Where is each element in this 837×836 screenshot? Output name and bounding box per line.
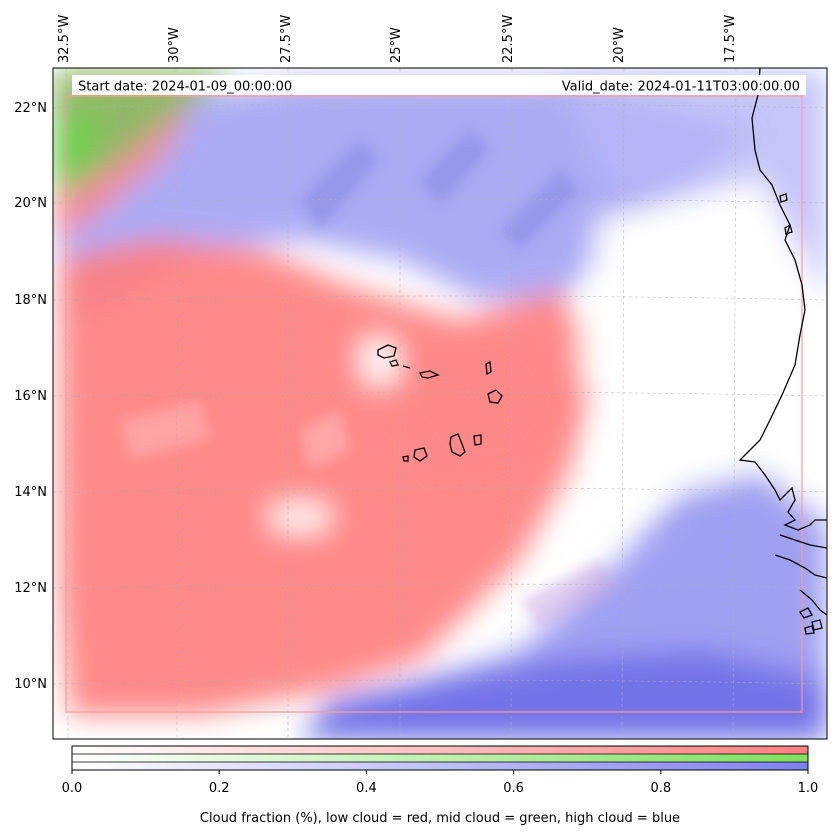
gridlines <box>53 68 827 739</box>
colorbar-label: Cloud fraction (%), low cloud = red, mid… <box>200 811 680 826</box>
high-cloud-south-core <box>300 650 827 739</box>
parallel-line-6 <box>53 583 827 589</box>
clear-sky-patch-center <box>360 340 400 385</box>
texture-streak-4 <box>120 400 210 460</box>
texture-streak-6 <box>520 560 620 630</box>
high-cloud-northwest <box>60 80 760 330</box>
colorbar-tick-label: 0.6 <box>503 781 524 796</box>
gambia-estuary <box>779 534 827 549</box>
meridian-line-1 <box>65 68 69 739</box>
colorbar-high-cloud <box>72 762 808 770</box>
longitude-labels: 32.5°W 30°W 27.5°W 25°W 22.5°W 20°W 17.5… <box>57 15 738 63</box>
colorbar-tick-label: 0.0 <box>62 781 83 796</box>
island-maio <box>473 434 482 446</box>
island-sal <box>485 360 492 376</box>
clear-sky-east <box>580 180 827 520</box>
island-fogo <box>413 447 428 462</box>
parallel-line-4 <box>53 391 827 397</box>
map-frame <box>52 67 828 740</box>
island-boa-vista <box>487 389 503 404</box>
parallel-line-2 <box>53 198 827 204</box>
parallel-line-1 <box>53 103 827 109</box>
date-info-box <box>72 75 806 95</box>
colorbar-frame <box>71 745 809 771</box>
lon-label-5: 22.5°W <box>501 15 516 63</box>
colorbar-mid-cloud <box>72 754 808 762</box>
cloud-texture <box>120 130 620 630</box>
meridian-line-6 <box>621 68 625 739</box>
lat-label-3: 18°N <box>14 293 47 308</box>
latitude-labels: 22°N 20°N 18°N 16°N 14°N 12°N 10°N <box>14 101 47 692</box>
lat-label-2: 20°N <box>14 196 47 211</box>
lat-label-4: 16°N <box>14 389 47 404</box>
lon-label-1: 32.5°W <box>57 15 72 63</box>
island-santa-luzia <box>402 365 411 369</box>
texture-streak-1 <box>300 140 380 230</box>
guinea-bissau-coast <box>774 554 827 616</box>
start-date-label: Start date: 2024-01-09_00:00:00 <box>78 80 292 95</box>
parallel-line-5 <box>53 487 827 493</box>
colorbar-tick-label: 0.2 <box>209 781 230 796</box>
lon-label-2: 30°W <box>167 27 182 63</box>
cloud-field: Start date: 2024-01-09_00:00:00 Valid_da… <box>53 68 827 739</box>
low-cloud-central <box>380 320 580 480</box>
island-brava <box>402 455 409 462</box>
colorbar-ticks: 0.0 0.2 0.4 0.6 0.8 1.0 <box>62 770 819 796</box>
meridian-line-2 <box>175 68 178 739</box>
lon-label-6: 20°W <box>612 27 627 63</box>
valid-date-label: Valid_date: 2024-01-11T03:00:00.00 <box>562 80 800 95</box>
colorbar-tick-label: 1.0 <box>798 781 819 796</box>
africa-coastline <box>738 68 827 531</box>
texture-streak-3 <box>500 170 580 250</box>
inner-domain-frame <box>65 95 803 713</box>
texture-streak-2 <box>420 130 490 205</box>
lon-label-3: 27.5°W <box>279 15 294 63</box>
island-santiago <box>449 433 466 457</box>
texture-streak-5 <box>300 410 350 470</box>
meridian-line-7 <box>732 68 737 739</box>
lon-label-4: 25°W <box>389 27 404 63</box>
colorbar-tick-label: 0.8 <box>650 781 671 796</box>
lon-label-7: 17.5°W <box>723 15 738 63</box>
lat-label-5: 14°N <box>14 485 47 500</box>
island-santo-antao <box>377 344 397 359</box>
lat-label-6: 12°N <box>14 581 47 596</box>
parallel-line-3 <box>53 295 827 301</box>
cloud-layers <box>53 70 827 739</box>
canary-islands-outline <box>779 193 793 235</box>
colorbar: 0.0 0.2 0.4 0.6 0.8 1.0 Cloud fraction (%), l… <box>62 745 819 826</box>
island-sao-nicolau <box>419 370 440 379</box>
coastline <box>377 68 827 635</box>
island-sao-vicente <box>389 359 399 367</box>
meridian-line-5 <box>510 68 513 739</box>
lat-label-1: 22°N <box>14 101 47 116</box>
lat-label-7: 10°N <box>14 677 47 692</box>
clear-sky-patch-west <box>270 505 330 530</box>
colorbar-tick-label: 0.4 <box>356 781 377 796</box>
mid-cloud-core <box>53 110 100 190</box>
mid-cloud-northwest <box>53 70 240 190</box>
colorbar-low-cloud <box>72 746 808 754</box>
bijagos-islands <box>799 607 823 635</box>
parallel-line-7 <box>53 679 827 685</box>
